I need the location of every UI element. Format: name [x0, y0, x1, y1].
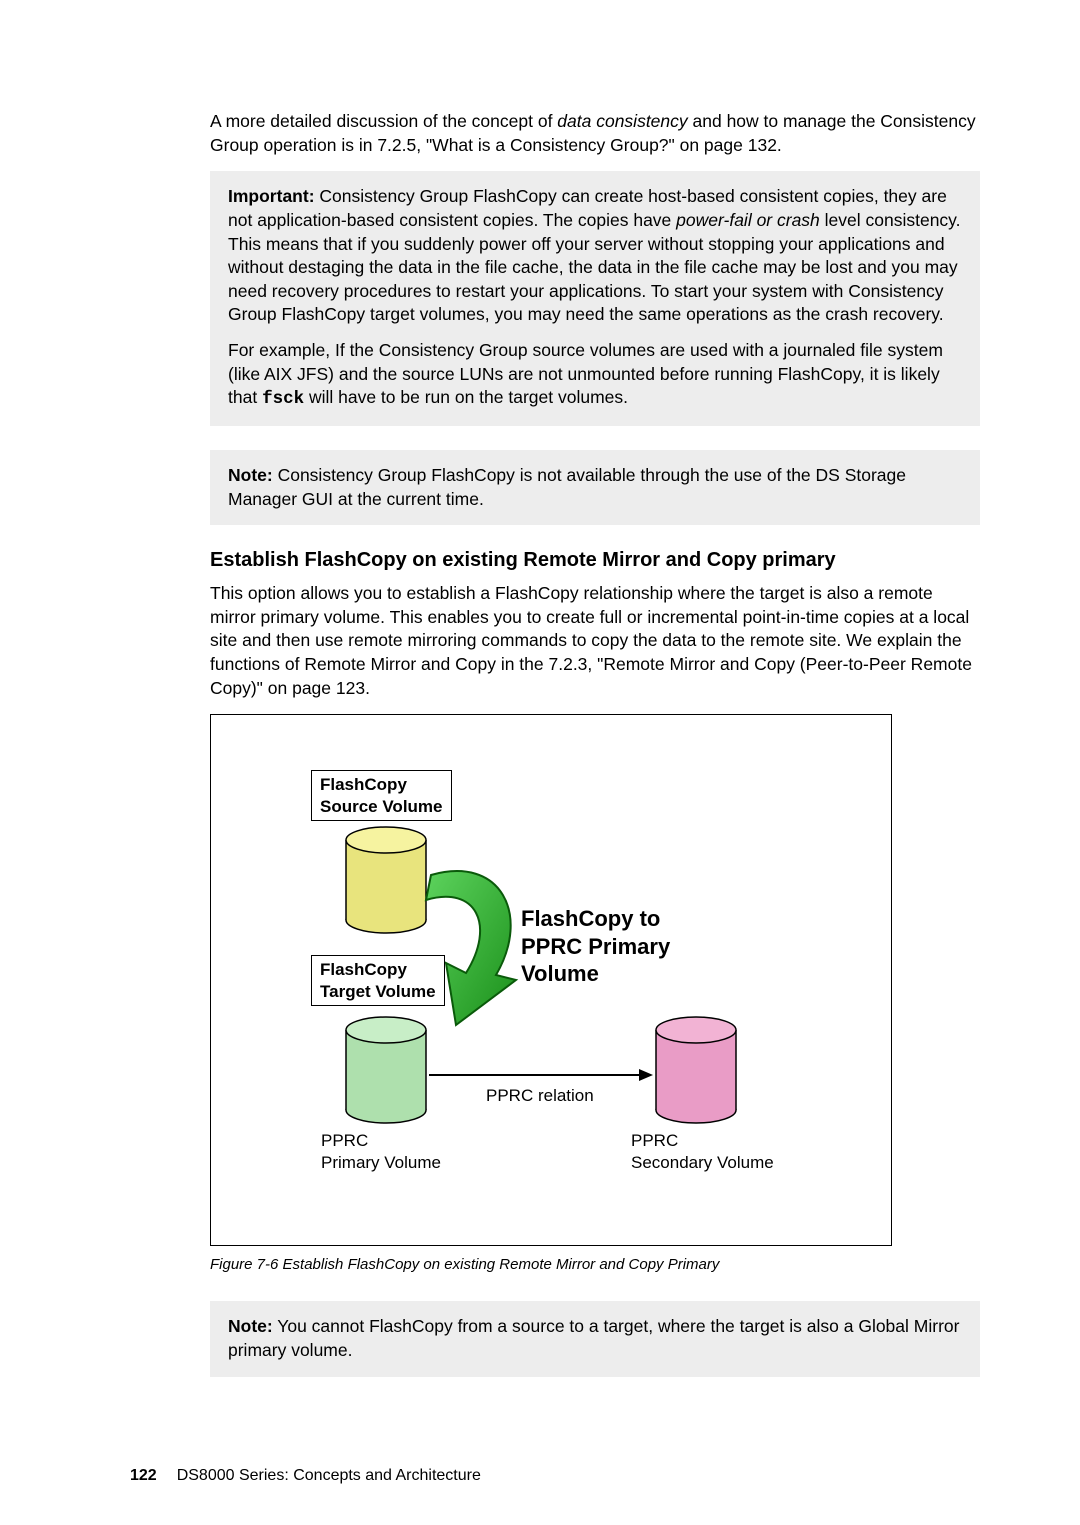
- pprc-relation-label: PPRC relation: [486, 1085, 594, 1107]
- note2-text: You cannot FlashCopy from a source to a …: [228, 1316, 959, 1360]
- pprc-primary-label: PPRC Primary Volume: [321, 1130, 441, 1174]
- figure-caption: Figure 7-6 Establish FlashCopy on existi…: [210, 1256, 980, 1273]
- page-footer: 122 DS8000 Series: Concepts and Architec…: [130, 1467, 980, 1485]
- note1-text: Consistency Group FlashCopy is not avail…: [228, 465, 906, 509]
- pprc-secondary-label: PPRC Secondary Volume: [631, 1130, 774, 1174]
- flashcopy-source-label: FlashCopy Source Volume: [311, 770, 452, 821]
- intro-italic: data consistency: [557, 111, 687, 131]
- src-label-l1: FlashCopy: [320, 775, 407, 794]
- pprc-sec-l1: PPRC: [631, 1131, 678, 1150]
- figure-frame: FlashCopy Source Volume FlashCopy Target…: [210, 714, 892, 1246]
- big-l3: Volume: [521, 961, 599, 986]
- footer-title: DS8000 Series: Concepts and Architecture: [177, 1467, 481, 1485]
- src-label-l2: Source Volume: [320, 797, 443, 816]
- big-l1: FlashCopy to: [521, 906, 660, 931]
- pprc-prim-l1: PPRC: [321, 1131, 368, 1150]
- important-box: Important: Consistency Group FlashCopy c…: [210, 171, 980, 426]
- tgt-label-l1: FlashCopy: [320, 960, 407, 979]
- pprc-relation-arrow-icon: [429, 1065, 654, 1085]
- secondary-cylinder-icon: [651, 1015, 741, 1125]
- page-number: 122: [130, 1467, 157, 1485]
- big-l2: PPRC Primary: [521, 934, 670, 959]
- note1-label: Note:: [228, 465, 273, 485]
- page-content: A more detailed discussion of the concep…: [0, 0, 1080, 1525]
- pprc-sec-l2: Secondary Volume: [631, 1153, 774, 1172]
- target-cylinder-icon: [341, 1015, 431, 1125]
- intro-paragraph: A more detailed discussion of the concep…: [210, 110, 980, 157]
- note2-label: Note:: [228, 1316, 273, 1336]
- important-label: Important:: [228, 186, 315, 206]
- important-p2b: will have to be run on the target volume…: [304, 387, 628, 407]
- intro-pre: A more detailed discussion of the concep…: [210, 111, 557, 131]
- flashcopy-big-text: FlashCopy to PPRC Primary Volume: [521, 905, 670, 988]
- note1-box: Note: Consistency Group FlashCopy is not…: [210, 450, 980, 525]
- important-p1-italic: power-fail or crash: [676, 210, 820, 230]
- flashcopy-arrow-icon: [401, 855, 541, 1035]
- note2-box: Note: You cannot FlashCopy from a source…: [210, 1301, 980, 1376]
- section-body: This option allows you to establish a Fl…: [210, 582, 980, 700]
- pprc-prim-l2: Primary Volume: [321, 1153, 441, 1172]
- section-title: Establish FlashCopy on existing Remote M…: [210, 549, 980, 572]
- important-p2-mono: fsck: [262, 389, 304, 409]
